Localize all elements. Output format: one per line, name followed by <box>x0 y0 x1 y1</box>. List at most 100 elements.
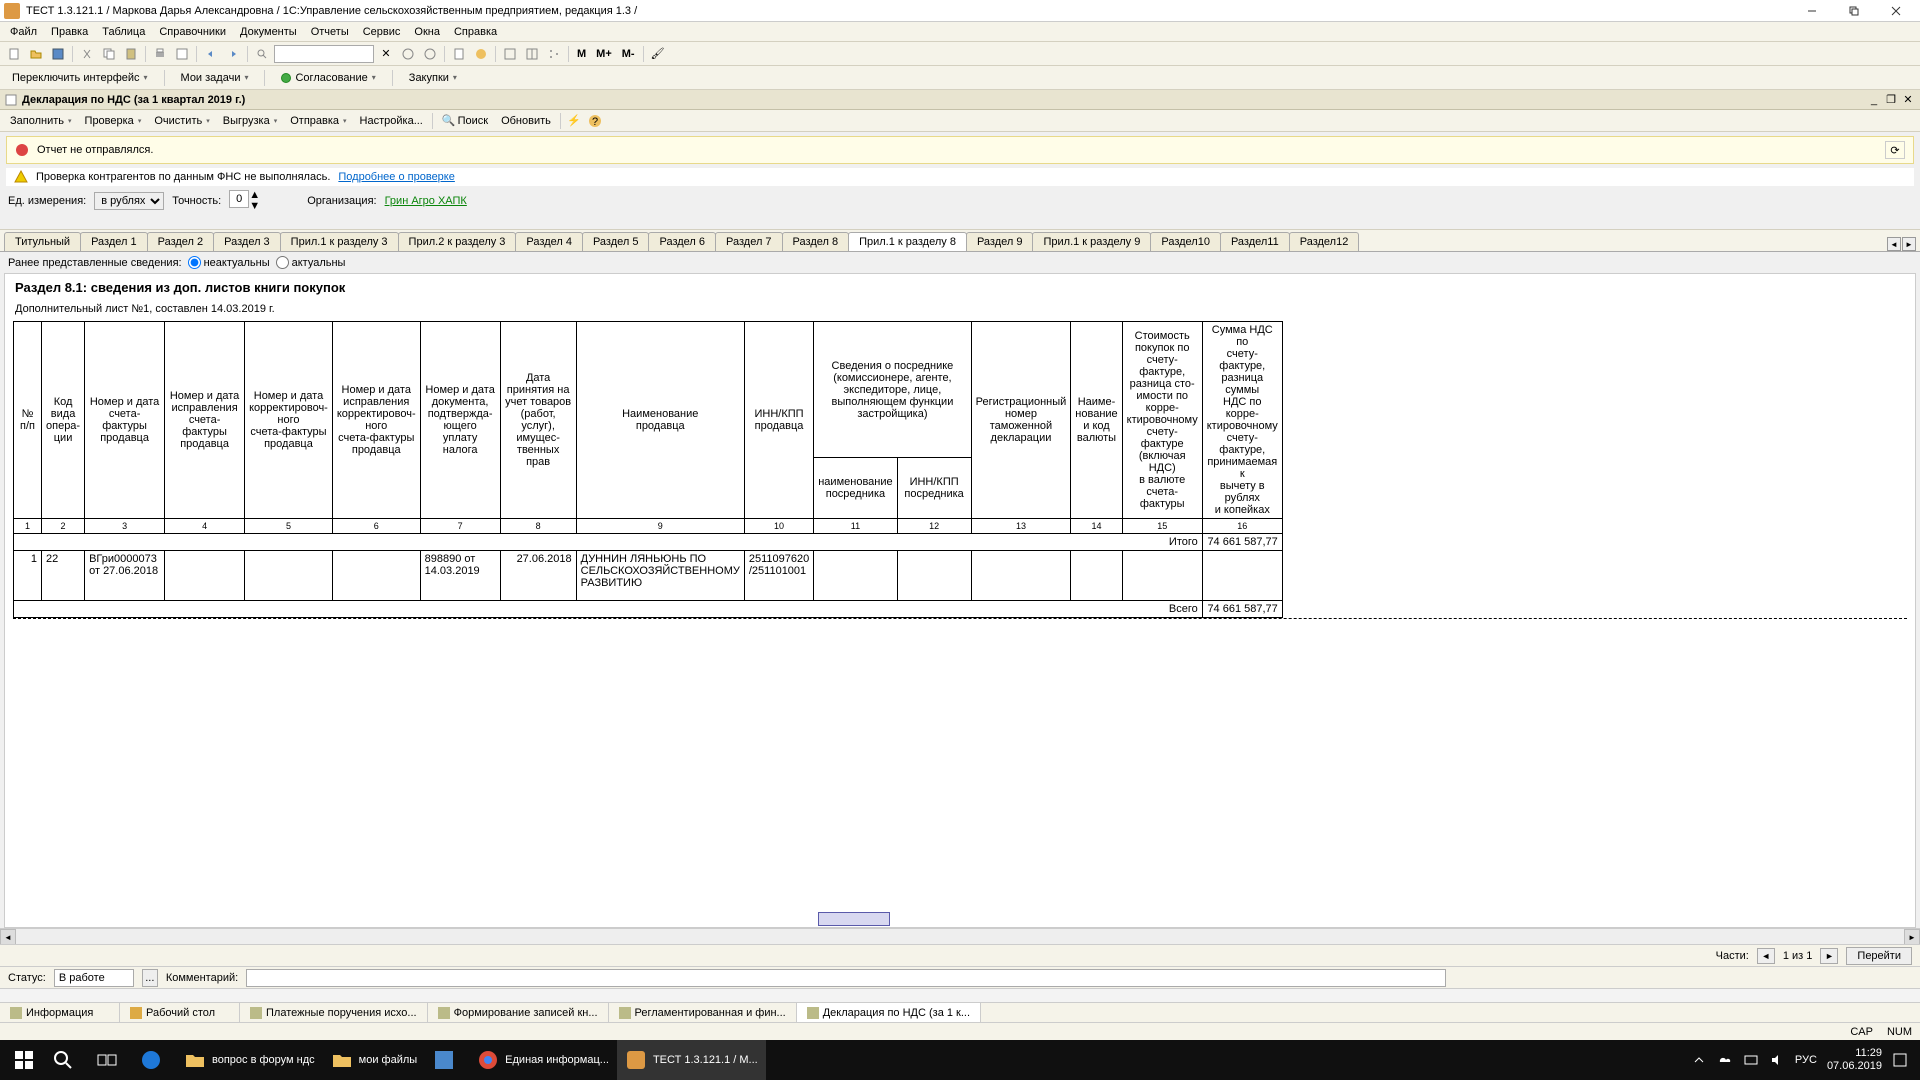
cell-c9[interactable]: ДУННИН ЛЯНЬЮНЬ ПО СЕЛЬСКОХОЗЯЙСТВЕННОМУ … <box>576 551 744 601</box>
radio-active[interactable]: актуальны <box>276 256 346 269</box>
cell-c11[interactable] <box>814 551 897 601</box>
parts-next-button[interactable]: ► <box>1820 948 1838 964</box>
help-icon[interactable]: ? <box>585 111 605 131</box>
content-scrollbar[interactable]: ◄ ► <box>0 928 1920 944</box>
unit-select[interactable]: в рублях <box>94 192 164 210</box>
redo-icon[interactable] <box>223 44 243 64</box>
search-button[interactable]: 🔍 Поиск <box>436 112 494 129</box>
notice2-link[interactable]: Подробнее о проверке <box>338 171 454 183</box>
tray-clock[interactable]: 11:29 07.06.2019 <box>1827 1047 1882 1073</box>
scroll-track[interactable] <box>16 929 1904 944</box>
tabs-scroll-right[interactable]: ► <box>1902 237 1916 251</box>
spin-down[interactable]: ▼ <box>249 201 260 212</box>
btab-info[interactable]: Информация <box>0 1003 120 1022</box>
menu-table[interactable]: Таблица <box>96 24 151 40</box>
menu-file[interactable]: Файл <box>4 24 43 40</box>
btab-desktop[interactable]: Рабочий стол <box>120 1003 240 1022</box>
info-icon[interactable] <box>471 44 491 64</box>
parts-prev-button[interactable]: ◄ <box>1757 948 1775 964</box>
scroll-left-button[interactable]: ◄ <box>0 929 16 945</box>
tray-notifications-icon[interactable] <box>1892 1052 1908 1068</box>
tray-lang[interactable]: РУС <box>1795 1054 1817 1066</box>
send-dropdown[interactable]: Отправка <box>284 113 352 129</box>
menu-windows[interactable]: Окна <box>408 24 446 40</box>
tray-onedrive-icon[interactable] <box>1717 1052 1733 1068</box>
clear-search-icon[interactable]: ✕ <box>376 44 396 64</box>
tab-s10[interactable]: Раздел10 <box>1150 232 1221 251</box>
upload-dropdown[interactable]: Выгрузка <box>217 113 283 129</box>
menu-docs[interactable]: Документы <box>234 24 303 40</box>
btab-payments[interactable]: Платежные поручения исхо... <box>240 1003 428 1022</box>
taskbar-taskview[interactable] <box>88 1040 132 1080</box>
brush-icon[interactable]: 🖌 <box>648 44 668 64</box>
cell-c7[interactable]: 898890 от 14.03.2019 <box>420 551 500 601</box>
approval-dropdown[interactable]: Согласование <box>273 70 383 86</box>
start-button[interactable] <box>4 1040 44 1080</box>
taskbar-search[interactable] <box>44 1040 88 1080</box>
tab-s3a1[interactable]: Прил.1 к разделу 3 <box>280 232 399 251</box>
tab-s11[interactable]: Раздел11 <box>1220 232 1290 251</box>
menu-refs[interactable]: Справочники <box>153 24 232 40</box>
cell-c3[interactable]: ВГри0000073 от 27.06.2018 <box>85 551 165 601</box>
cell-code[interactable]: 22 <box>42 551 85 601</box>
notice-refresh-button[interactable]: ⟳ <box>1885 141 1905 159</box>
cell-c15[interactable] <box>1122 551 1202 601</box>
m-plus-button[interactable]: M+ <box>592 48 616 60</box>
tab-s12[interactable]: Раздел12 <box>1289 232 1360 251</box>
taskbar-edge[interactable] <box>132 1040 176 1080</box>
new-doc-icon[interactable] <box>4 44 24 64</box>
copy-icon[interactable] <box>99 44 119 64</box>
grid1-icon[interactable] <box>500 44 520 64</box>
minimize-button[interactable] <box>1792 1 1832 21</box>
menu-service[interactable]: Сервис <box>357 24 407 40</box>
menu-reports[interactable]: Отчеты <box>305 24 355 40</box>
my-tasks-dropdown[interactable]: Мои задачи <box>173 70 257 86</box>
clear-dropdown[interactable]: Очистить <box>148 113 215 129</box>
cell-c13[interactable] <box>971 551 1071 601</box>
cell-c4[interactable] <box>165 551 245 601</box>
menu-edit[interactable]: Правка <box>45 24 94 40</box>
tab-s3a2[interactable]: Прил.2 к разделу 3 <box>398 232 517 251</box>
comment-input[interactable] <box>246 969 1446 987</box>
btab-declaration[interactable]: Декларация по НДС (за 1 к... <box>797 1003 981 1022</box>
tab-s6[interactable]: Раздел 6 <box>648 232 716 251</box>
thin-scroll[interactable] <box>0 988 1920 1002</box>
status-select[interactable]: В работе <box>54 969 134 987</box>
purchases-dropdown[interactable]: Закупки <box>401 70 465 86</box>
tray-volume-icon[interactable] <box>1769 1052 1785 1068</box>
doc-close-button[interactable]: ✕ <box>1900 93 1916 107</box>
tab-s8[interactable]: Раздел 8 <box>782 232 850 251</box>
grid2-icon[interactable] <box>522 44 542 64</box>
doc-restore-button[interactable]: ❐ <box>1883 93 1899 107</box>
cell-c16[interactable] <box>1202 551 1282 601</box>
cell-c12[interactable] <box>897 551 971 601</box>
status-dots-button[interactable]: ... <box>142 969 158 987</box>
taskbar-item-1[interactable]: вопрос в форум ндс <box>176 1040 323 1080</box>
menu-help[interactable]: Справка <box>448 24 503 40</box>
cell-cursor[interactable] <box>818 912 890 926</box>
tray-chevron-icon[interactable] <box>1691 1052 1707 1068</box>
fill-dropdown[interactable]: Заполнить <box>4 113 78 129</box>
print-preview-icon[interactable] <box>172 44 192 64</box>
m-minus-button[interactable]: M- <box>618 48 639 60</box>
scroll-right-button[interactable]: ► <box>1904 929 1920 945</box>
org-link[interactable]: Грин Агро ХАПК <box>385 195 467 207</box>
cell-c6[interactable] <box>332 551 420 601</box>
taskbar-item-chrome[interactable]: Единая информац... <box>469 1040 617 1080</box>
tab-s7[interactable]: Раздел 7 <box>715 232 783 251</box>
cell-c10[interactable]: 2511097620 /251101001 <box>744 551 813 601</box>
calc-icon[interactable] <box>449 44 469 64</box>
switch-interface-dropdown[interactable]: Переключить интерфейс <box>4 70 156 86</box>
tab-s9a1[interactable]: Прил.1 к разделу 9 <box>1032 232 1151 251</box>
open-icon[interactable] <box>26 44 46 64</box>
btab-reglament[interactable]: Регламентированная и фин... <box>609 1003 797 1022</box>
goto-button[interactable]: Перейти <box>1846 947 1912 965</box>
check-dropdown[interactable]: Проверка <box>79 113 148 129</box>
btab-records[interactable]: Формирование записей кн... <box>428 1003 609 1022</box>
tab-title[interactable]: Титульный <box>4 232 81 251</box>
precision-input[interactable] <box>229 190 249 208</box>
tabs-scroll-left[interactable]: ◄ <box>1887 237 1901 251</box>
tab-s8a1[interactable]: Прил.1 к разделу 8 <box>848 232 967 252</box>
save-icon[interactable] <box>48 44 68 64</box>
tab-s3[interactable]: Раздел 3 <box>213 232 281 251</box>
